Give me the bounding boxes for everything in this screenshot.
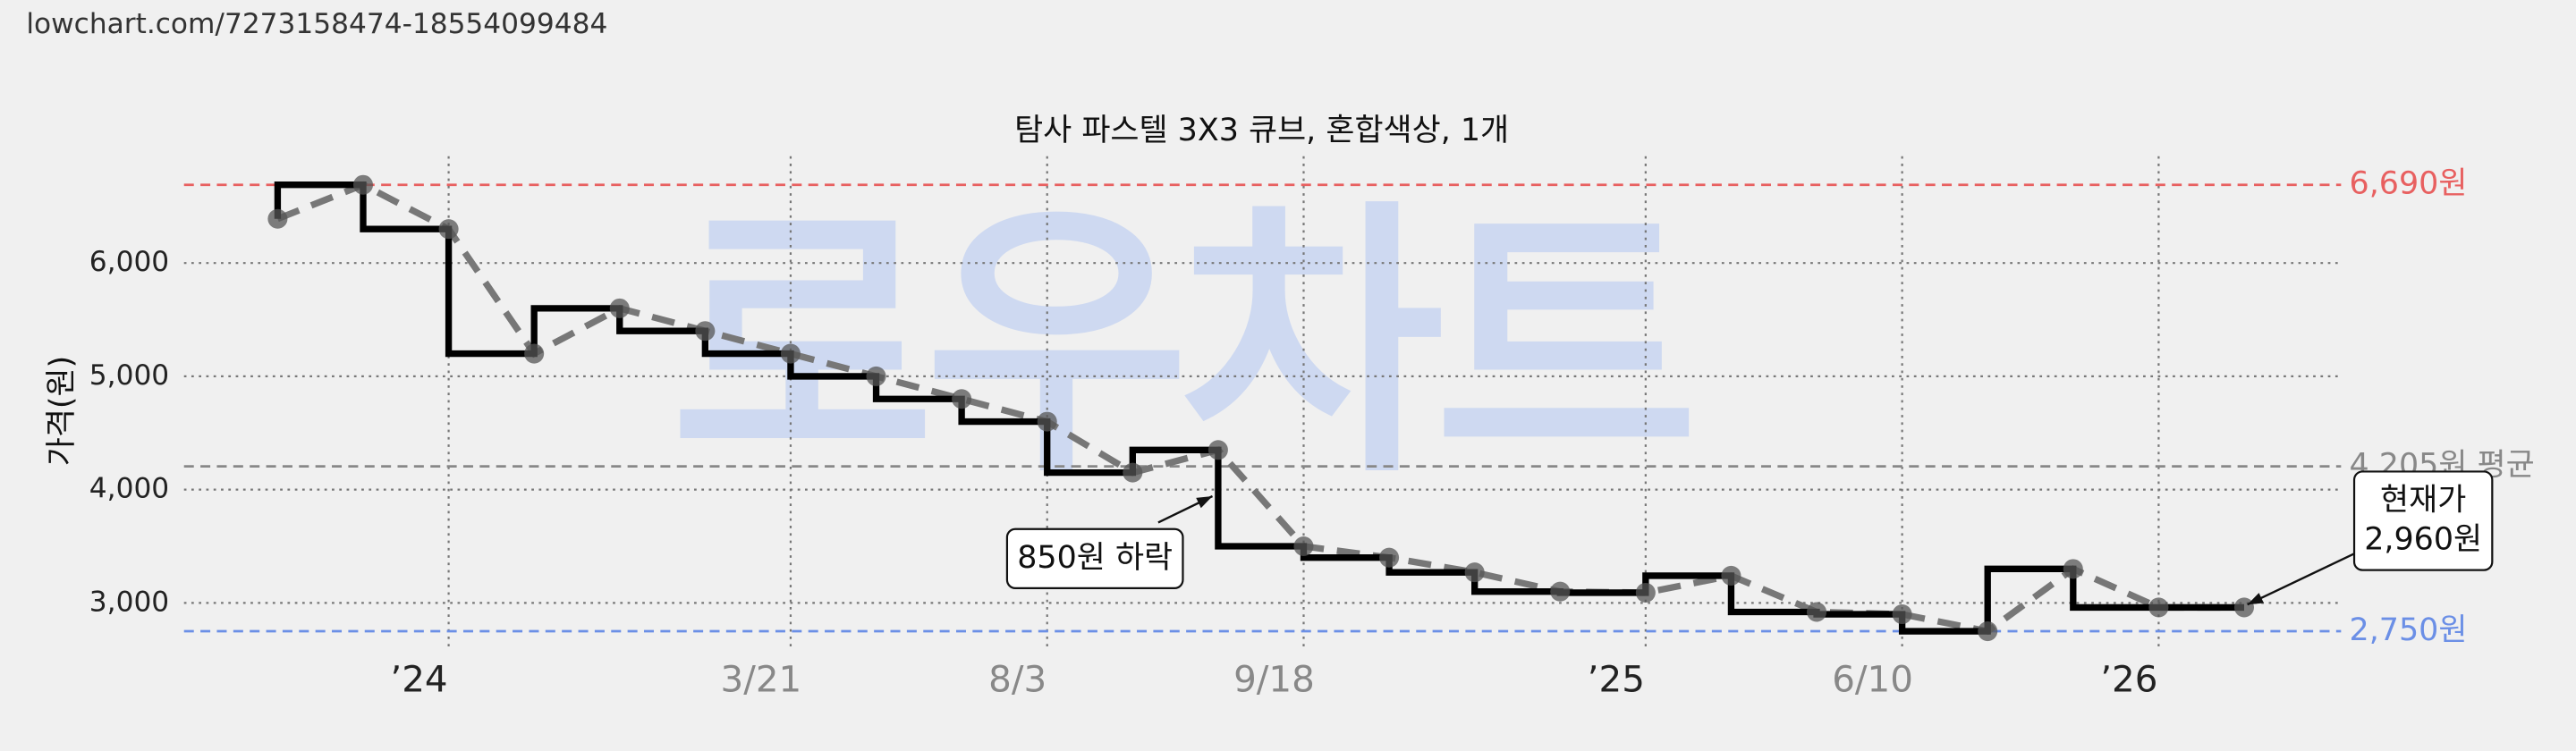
point bbox=[695, 321, 716, 342]
point bbox=[2148, 597, 2169, 618]
annotation-arrow bbox=[2247, 553, 2355, 606]
point bbox=[1807, 602, 1827, 622]
x-tick-label: 6/10 bbox=[1832, 658, 1913, 701]
reference-label: 2,750원 bbox=[2350, 612, 2468, 648]
annotation-box bbox=[2352, 470, 2494, 571]
url: lowchart.com/7273158474-18554099484 bbox=[26, 8, 607, 40]
point bbox=[1892, 604, 1912, 625]
trend-line bbox=[276, 181, 2244, 635]
point bbox=[780, 343, 801, 364]
step-line bbox=[274, 181, 2244, 635]
point bbox=[1123, 462, 1143, 483]
x-tick-label: 9/18 bbox=[1233, 658, 1315, 701]
point bbox=[952, 389, 972, 409]
point bbox=[866, 366, 886, 386]
point bbox=[1464, 562, 1485, 583]
point bbox=[1978, 621, 1998, 642]
point bbox=[2063, 559, 2083, 579]
annotation-text: 현재가 bbox=[2380, 483, 2466, 519]
point bbox=[1721, 565, 1741, 586]
reference-label: 6,690원 bbox=[2350, 166, 2468, 202]
y-axis-label: 가격(원) bbox=[44, 356, 80, 466]
point bbox=[1379, 547, 1400, 568]
point bbox=[1037, 411, 1057, 432]
point bbox=[524, 343, 545, 364]
y-tick-label: 5,000 bbox=[89, 359, 169, 392]
chart-title: 탐사 파스텔 3X3 큐브, 혼합색상, 1개 bbox=[1014, 113, 1509, 148]
point bbox=[2233, 597, 2254, 618]
annotation-text: 2,960원 bbox=[2364, 522, 2482, 558]
x-tick-label: ’25 bbox=[1588, 658, 1645, 701]
annotation-text: 850원 하락 bbox=[1017, 540, 1173, 576]
y-tick-label: 6,000 bbox=[89, 246, 169, 278]
point bbox=[1550, 581, 1571, 602]
point bbox=[1208, 440, 1228, 460]
annotation-box bbox=[1005, 527, 1184, 589]
x-tick-label: ’24 bbox=[390, 658, 447, 701]
y-tick-label: 4,000 bbox=[89, 473, 169, 505]
point bbox=[438, 219, 459, 240]
y-tick-label: 3,000 bbox=[89, 586, 169, 618]
point bbox=[1635, 582, 1656, 603]
point bbox=[267, 208, 288, 229]
arrow-head bbox=[2247, 593, 2264, 605]
arrow-head bbox=[1196, 496, 1213, 509]
x-tick-label: 8/3 bbox=[988, 658, 1046, 701]
point bbox=[1293, 536, 1314, 557]
point bbox=[609, 298, 630, 318]
x-tick-label: 3/21 bbox=[721, 658, 802, 701]
x-tick-label: ’26 bbox=[2100, 658, 2157, 701]
point bbox=[352, 174, 374, 195]
